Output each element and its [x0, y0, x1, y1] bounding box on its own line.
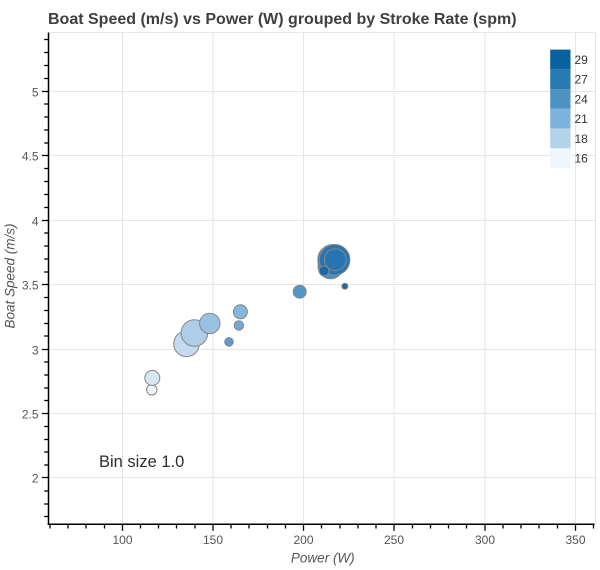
svg-text:Boat Speed (m/s) vs Power (W): Boat Speed (m/s) vs Power (W) grouped by… [48, 11, 517, 28]
svg-text:200: 200 [293, 533, 313, 547]
svg-text:100: 100 [112, 533, 132, 547]
svg-text:4.5: 4.5 [22, 149, 39, 163]
svg-text:150: 150 [203, 533, 223, 547]
svg-text:5: 5 [32, 85, 39, 99]
svg-text:24: 24 [575, 92, 589, 106]
svg-text:18: 18 [575, 132, 589, 146]
svg-text:Bin size 1.0: Bin size 1.0 [99, 453, 184, 471]
svg-text:27: 27 [575, 73, 589, 87]
svg-text:2.5: 2.5 [22, 407, 39, 421]
svg-text:Power (W): Power (W) [291, 550, 355, 565]
svg-text:Boat Speed (m/s): Boat Speed (m/s) [3, 223, 18, 328]
svg-text:2: 2 [32, 471, 39, 485]
svg-text:250: 250 [384, 533, 404, 547]
svg-text:4: 4 [32, 214, 39, 228]
svg-text:16: 16 [575, 152, 589, 166]
svg-text:29: 29 [575, 53, 589, 67]
svg-text:3.5: 3.5 [22, 278, 39, 292]
svg-text:21: 21 [575, 112, 589, 126]
svg-text:3: 3 [32, 343, 39, 357]
svg-text:300: 300 [475, 533, 495, 547]
svg-text:350: 350 [565, 533, 585, 547]
